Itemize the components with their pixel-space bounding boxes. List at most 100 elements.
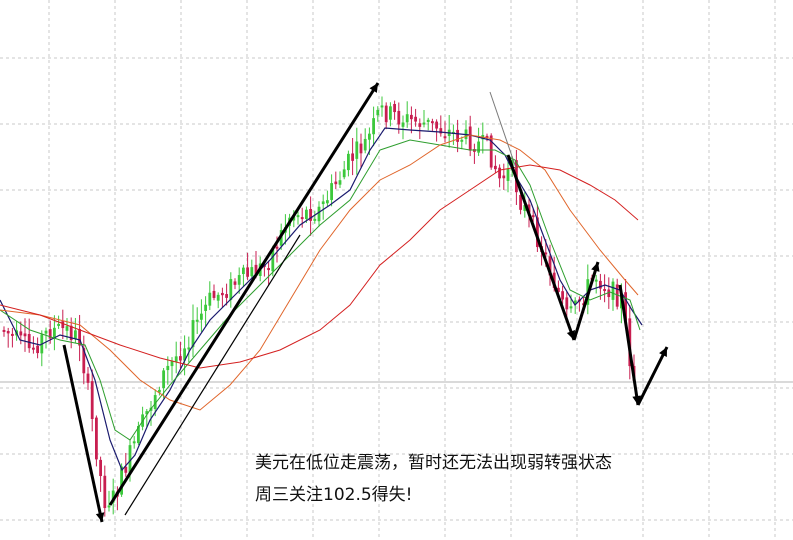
arrow-down-2 bbox=[506, 154, 576, 341]
moving-averages bbox=[0, 127, 643, 472]
candle-body bbox=[431, 121, 434, 124]
candle-body bbox=[162, 370, 165, 389]
candle-body bbox=[242, 267, 245, 275]
ma-long-line bbox=[0, 164, 639, 369]
candle-body bbox=[74, 330, 77, 339]
candle-body bbox=[6, 330, 10, 334]
candle-body bbox=[368, 133, 371, 140]
arrow-up-1 bbox=[108, 82, 380, 506]
candle-body bbox=[489, 135, 493, 168]
candle-body bbox=[468, 126, 472, 151]
candle-body bbox=[124, 466, 128, 473]
candle-body bbox=[372, 118, 375, 135]
candle-body bbox=[44, 330, 48, 334]
candle-body bbox=[267, 268, 270, 271]
candle-body bbox=[393, 104, 396, 113]
candle-body bbox=[548, 256, 552, 276]
candle-body bbox=[237, 275, 241, 285]
candle-body bbox=[95, 417, 98, 460]
candle-body bbox=[397, 110, 401, 125]
candle-body bbox=[380, 105, 384, 108]
candle-body bbox=[418, 123, 422, 127]
candle-body bbox=[347, 153, 350, 171]
candle-body bbox=[557, 287, 560, 293]
candle-body bbox=[561, 291, 564, 300]
candle-body bbox=[531, 215, 535, 218]
annotation-line-2: 周三关注102.5得失! bbox=[255, 485, 413, 505]
arrow-down-1-head bbox=[95, 512, 105, 522]
arrow-up-2-head bbox=[591, 262, 600, 272]
candle-body bbox=[132, 441, 136, 444]
candle-body bbox=[57, 323, 60, 326]
candle-body bbox=[435, 121, 438, 129]
candle-body bbox=[410, 114, 413, 120]
candle-body bbox=[401, 122, 405, 127]
trend-line-down bbox=[489, 91, 517, 169]
candle-body bbox=[624, 292, 627, 321]
candle-body bbox=[145, 411, 149, 415]
candle-body bbox=[208, 292, 212, 306]
candle-body bbox=[376, 109, 380, 116]
candle-body bbox=[27, 333, 31, 349]
candle-body bbox=[120, 466, 123, 495]
candle-body bbox=[300, 217, 304, 220]
candle-body bbox=[166, 365, 170, 371]
candle-body bbox=[569, 306, 573, 309]
candle-body bbox=[426, 119, 430, 122]
candle-body bbox=[250, 267, 254, 277]
candle-body bbox=[128, 445, 132, 473]
candle-body bbox=[506, 169, 510, 181]
candle-body bbox=[292, 216, 296, 221]
candle-body bbox=[229, 279, 233, 300]
candle-body bbox=[611, 281, 615, 300]
candle-body bbox=[174, 356, 178, 362]
candle-body bbox=[212, 290, 216, 298]
ma-slow-line bbox=[0, 134, 639, 411]
candle-body bbox=[2, 329, 6, 332]
candle-body bbox=[204, 304, 207, 311]
candle-body bbox=[456, 129, 459, 142]
candle-body bbox=[48, 329, 52, 339]
candle-body bbox=[187, 347, 191, 350]
candle-body bbox=[544, 252, 548, 255]
drawings bbox=[62, 82, 669, 523]
trend-line-up bbox=[124, 234, 301, 516]
arrow-up-3 bbox=[636, 346, 669, 406]
candle-body bbox=[594, 279, 598, 282]
candle-body bbox=[103, 475, 107, 509]
candle-body bbox=[179, 356, 182, 361]
candle-body bbox=[225, 294, 228, 298]
candle-body bbox=[275, 246, 279, 249]
candle-body bbox=[137, 426, 140, 444]
candle-body bbox=[107, 505, 111, 508]
candle-body bbox=[19, 331, 23, 336]
candle-body bbox=[502, 175, 506, 179]
candle-body bbox=[334, 181, 338, 185]
arrow-down-1 bbox=[62, 344, 104, 523]
candle-body bbox=[384, 105, 388, 123]
candle-body bbox=[271, 248, 275, 272]
candle-body bbox=[321, 201, 325, 205]
candle-body bbox=[317, 206, 321, 222]
candle-body bbox=[246, 267, 249, 277]
candle-body bbox=[414, 116, 417, 122]
candle-body bbox=[603, 289, 606, 292]
candle-body bbox=[90, 381, 94, 419]
candle-body bbox=[519, 194, 522, 210]
candle-body bbox=[111, 490, 115, 503]
candle-body bbox=[351, 153, 354, 161]
candle-body bbox=[615, 284, 619, 307]
candle-body bbox=[78, 328, 81, 346]
arrow-down-2-head bbox=[566, 330, 576, 340]
candle-body bbox=[536, 217, 539, 248]
candle-body bbox=[82, 348, 86, 374]
candle-body bbox=[309, 208, 312, 221]
annotation-line-1: 美元在低位走震荡，暂时还无法出现弱转强状态 bbox=[255, 453, 612, 473]
candle-body bbox=[573, 300, 577, 304]
candle-body bbox=[69, 325, 73, 341]
candle-body bbox=[326, 200, 329, 204]
candle-body bbox=[485, 135, 489, 138]
arrow-up-1-head bbox=[369, 83, 378, 93]
candle-body bbox=[405, 114, 409, 123]
candle-body bbox=[422, 122, 426, 125]
